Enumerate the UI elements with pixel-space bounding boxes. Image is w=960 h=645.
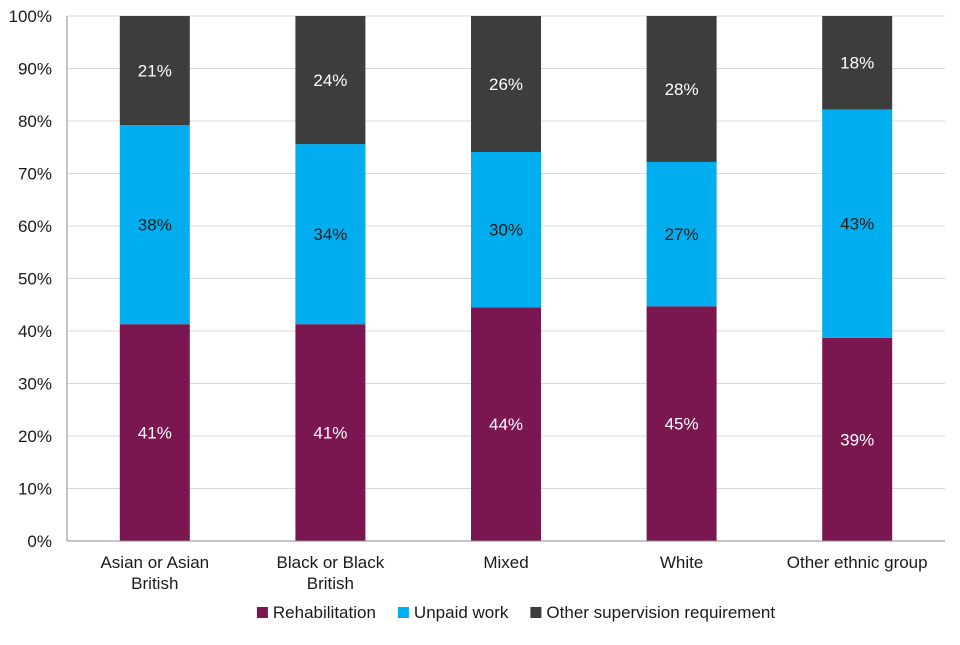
bar-segment-other-supervision-requirement bbox=[822, 16, 893, 110]
x-tick-label: British bbox=[307, 574, 354, 593]
bar-segment-other-supervision-requirement bbox=[295, 16, 366, 145]
y-tick-label: 90% bbox=[18, 60, 52, 79]
bar-segment-unpaid-work bbox=[471, 151, 541, 308]
axes: 0% 10% 20% 30% 40% 50% 60% 70% 80% 90% 100% Asian o… bbox=[9, 7, 945, 593]
bars bbox=[119, 16, 893, 541]
bar-segment-rehabilitation bbox=[295, 324, 366, 541]
y-tick-label: 0% bbox=[27, 532, 52, 551]
bar-segment-other-supervision-requirement bbox=[646, 16, 717, 162]
data-label: 41% bbox=[138, 424, 172, 443]
legend-item-other-supervision-requirement: Other supervision requirement bbox=[530, 603, 775, 622]
bar-segment-other-supervision-requirement bbox=[119, 16, 190, 126]
data-label: 30% bbox=[489, 221, 523, 240]
data-label: 38% bbox=[138, 216, 172, 235]
x-tick-label: Asian or Asian bbox=[100, 553, 209, 572]
legend-swatch bbox=[256, 607, 268, 618]
legend-item-rehabilitation: Rehabilitation bbox=[256, 603, 376, 622]
bar-segment-rehabilitation bbox=[646, 306, 717, 541]
bar-segment-unpaid-work bbox=[119, 125, 190, 325]
data-label: 44% bbox=[489, 415, 523, 434]
x-tick-label: Mixed bbox=[483, 553, 528, 572]
y-tick-label: 60% bbox=[18, 217, 52, 236]
data-label: 34% bbox=[313, 225, 347, 244]
y-tick-label: 30% bbox=[18, 375, 52, 394]
bar-segment-unpaid-work bbox=[646, 161, 717, 307]
data-label: 18% bbox=[840, 54, 874, 73]
bar-segment-rehabilitation bbox=[822, 337, 893, 541]
bar-segment-rehabilitation bbox=[471, 307, 541, 541]
x-tick-label: Black or Black bbox=[277, 553, 385, 572]
data-label: 41% bbox=[313, 424, 347, 443]
legend-label: Rehabilitation bbox=[273, 603, 376, 622]
y-tick-label: 80% bbox=[18, 112, 52, 131]
bar-segment-other-supervision-requirement bbox=[471, 16, 541, 152]
data-label: 26% bbox=[489, 75, 523, 94]
y-tick-label: 70% bbox=[18, 165, 52, 184]
x-tick-label: British bbox=[131, 574, 178, 593]
legend-label: Unpaid work bbox=[414, 603, 509, 622]
legend-item-unpaid-work: Unpaid work bbox=[397, 603, 509, 622]
legend-label: Other supervision requirement bbox=[546, 603, 775, 622]
bar-segment-unpaid-work bbox=[295, 144, 366, 325]
bar-segment-rehabilitation bbox=[119, 324, 190, 541]
data-label: 28% bbox=[665, 80, 699, 99]
data-label: 21% bbox=[138, 62, 172, 81]
data-label: 43% bbox=[840, 215, 874, 234]
legend: Rehabilitation Unpaid work Other supervisi… bbox=[256, 603, 775, 622]
x-tick-label: Other ethnic group bbox=[787, 553, 928, 572]
data-label: 24% bbox=[313, 71, 347, 90]
y-tick-label: 50% bbox=[18, 270, 52, 289]
data-label: 45% bbox=[665, 415, 699, 434]
y-tick-label: 100% bbox=[9, 7, 52, 26]
data-labels: 41% 38% 21% 41% 34% 24% 44% 30% 26% 45% 27% 28% 39% 4… bbox=[138, 54, 874, 450]
y-tick-label: 10% bbox=[18, 480, 52, 499]
legend-swatch bbox=[530, 607, 542, 618]
x-tick-label: White bbox=[660, 553, 703, 572]
bar-segment-unpaid-work bbox=[822, 109, 893, 338]
data-label: 27% bbox=[665, 225, 699, 244]
y-tick-label: 40% bbox=[18, 322, 52, 341]
y-tick-label: 20% bbox=[18, 427, 52, 446]
legend-swatch bbox=[397, 607, 409, 618]
data-label: 39% bbox=[840, 430, 874, 449]
